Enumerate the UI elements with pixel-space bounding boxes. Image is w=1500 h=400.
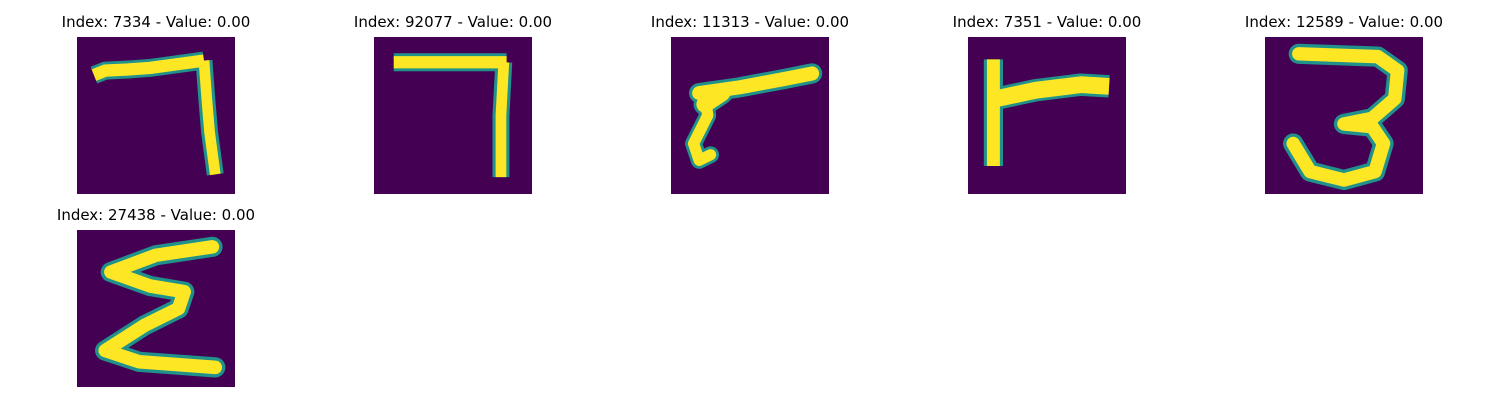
panel-title: Index: 92077 - Value: 0.00 <box>353 13 553 31</box>
panel-title: Index: 7351 - Value: 0.00 <box>952 13 1142 31</box>
digit-image <box>671 37 829 194</box>
panel-title: Index: 7334 - Value: 0.00 <box>61 13 251 31</box>
digit-image <box>77 37 235 194</box>
digit-image <box>77 230 235 387</box>
digit-image <box>1265 37 1423 194</box>
digit-image <box>968 37 1126 194</box>
panel-title: Index: 11313 - Value: 0.00 <box>650 13 850 31</box>
digit-image <box>374 37 532 194</box>
panel-title: Index: 27438 - Value: 0.00 <box>56 206 256 224</box>
panel-title: Index: 12589 - Value: 0.00 <box>1244 13 1444 31</box>
